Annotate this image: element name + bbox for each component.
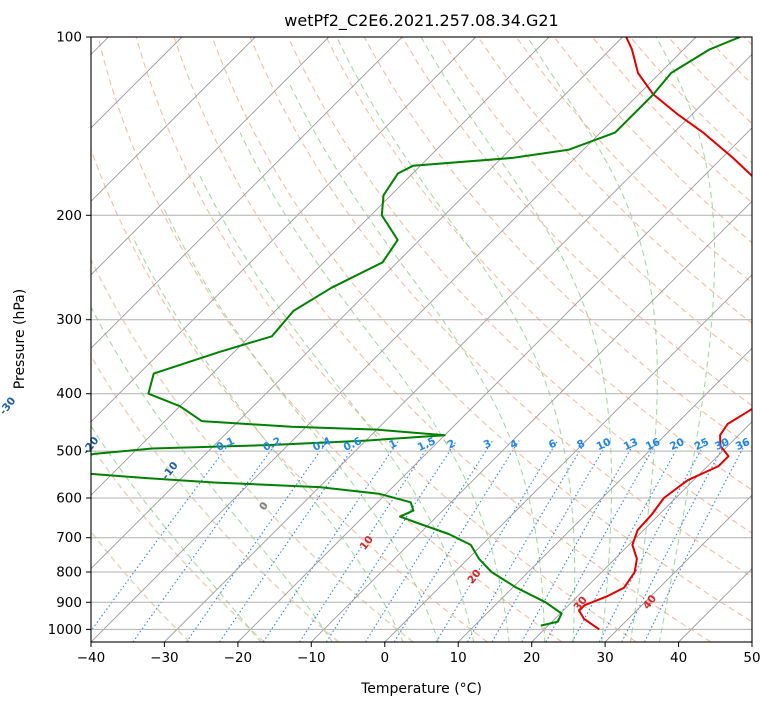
- isotherm-line: [91, 37, 623, 570]
- moist-adiabat: [91, 425, 262, 642]
- y-tick-label: 100: [56, 30, 82, 46]
- x-tick-label: 0: [381, 650, 390, 666]
- isotherm-line: [384, 274, 752, 642]
- mixing-ratio-line: [466, 440, 587, 642]
- mixing-ratio-line: [132, 440, 279, 642]
- mixing-ratio-label: 3: [482, 438, 494, 452]
- x-tick-label: 10: [450, 650, 467, 666]
- isotherm-line: [91, 37, 330, 276]
- dry-adiabat: [135, 37, 637, 642]
- plot-background: [91, 37, 752, 642]
- mixing-ratio-label: 1: [387, 438, 399, 452]
- y-tick-label: 200: [56, 208, 82, 224]
- axis-ticks: −40 −30 −20 −10 0 10 20 30 40 50 100 200 300 400 500 60…: [48, 30, 761, 667]
- x-axis-label: Temperature (°C): [360, 681, 482, 697]
- mixing-ratio-label: 20: [668, 436, 686, 453]
- mixing-ratio-line: [435, 440, 559, 642]
- y-tick-label: 900: [56, 595, 82, 611]
- moist-adiabat: [91, 306, 333, 642]
- mixing-ratio-line: [219, 440, 359, 642]
- dry-adiabat: [211, 37, 752, 623]
- isotherm-line: [237, 127, 752, 642]
- x-tick-label: −30: [150, 650, 179, 666]
- isotherm-line: [91, 37, 256, 202]
- mixing-ratio-line: [571, 440, 683, 642]
- mixing-ratio-label: 13: [622, 436, 640, 453]
- mixing-ratio-line: [644, 440, 748, 642]
- dry-adiabat: [249, 37, 752, 578]
- mixing-ratio-label: 16: [644, 436, 662, 453]
- profile-lines: [91, 37, 752, 631]
- isotherm-line: [91, 37, 697, 642]
- isotherm-line: [310, 200, 752, 642]
- mixing-ratio-label: 8: [575, 438, 587, 452]
- plot-frame: [90, 36, 753, 643]
- mixing-ratio-line: [365, 440, 494, 642]
- x-tick-label: 20: [523, 650, 540, 666]
- y-tick-label: 300: [56, 312, 82, 328]
- mixing-ratio-label: 2: [446, 438, 458, 452]
- mixing-ratio-line: [325, 440, 458, 642]
- dry-adiabat: [91, 444, 265, 642]
- moist-adiabat: [655, 37, 716, 642]
- dry-adiabat: [91, 354, 340, 642]
- mixing-ratio-line: [491, 440, 609, 642]
- mixing-ratio-label: 25: [693, 436, 711, 453]
- y-tick-label: 800: [56, 565, 82, 581]
- mixing-ratio-label: 4: [508, 438, 520, 452]
- mixing-ratio-label: 36: [734, 436, 752, 453]
- mixing-ratio-line: [186, 440, 329, 642]
- x-tick-label: 40: [670, 650, 687, 666]
- dry-adiabat: [287, 37, 752, 534]
- mixing-ratio-line: [545, 440, 658, 642]
- y-tick-label: 1000: [48, 622, 82, 638]
- y-tick-label: 600: [56, 491, 82, 507]
- moist-adiabat: [336, 37, 576, 642]
- y-tick-label: 500: [56, 444, 82, 460]
- moist-adiabat: [163, 208, 439, 642]
- isotherm-line: [91, 37, 403, 349]
- mixing-ratio-line: [299, 440, 433, 642]
- isotherm-line: [91, 37, 477, 423]
- mixing-ratio-label: 6: [547, 438, 559, 452]
- dewpoint-profile-line: [91, 37, 741, 627]
- x-tick-label: −20: [224, 650, 253, 666]
- y-tick-label: 400: [56, 386, 82, 402]
- x-tick-label: 50: [743, 650, 760, 666]
- dry-adiabat: [173, 37, 712, 642]
- isotherm-line: [604, 494, 752, 642]
- mixing-ratio-label: 10: [595, 436, 613, 453]
- isotherm-line: [91, 37, 550, 496]
- y-axis-label: Pressure (hPa): [12, 289, 28, 389]
- x-tick-label: 30: [597, 650, 614, 666]
- chart-title: wetPf2_C2E6.2021.257.08.34.G21: [284, 11, 558, 31]
- moist-adiabat: [133, 239, 404, 642]
- isotherm-line: [531, 421, 752, 642]
- x-tick-label: −10: [297, 650, 326, 666]
- moist-adiabat: [198, 173, 475, 642]
- isotherm-line: [164, 53, 752, 642]
- isotherm-line: [457, 347, 752, 642]
- mixing-ratio-line: [521, 440, 637, 642]
- temperature-profile-line: [578, 37, 752, 631]
- x-tick-label: −40: [77, 650, 106, 666]
- dry-adiabat: [97, 37, 563, 642]
- dry-adiabat: [325, 37, 752, 491]
- dry-adiabat: [91, 257, 414, 642]
- moist-adiabat: [526, 37, 658, 642]
- mixing-ratio-label: 30: [713, 436, 731, 453]
- mixing-ratio-line: [91, 440, 232, 632]
- y-tick-label: 700: [56, 530, 82, 546]
- mixing-ratio-line: [262, 440, 400, 642]
